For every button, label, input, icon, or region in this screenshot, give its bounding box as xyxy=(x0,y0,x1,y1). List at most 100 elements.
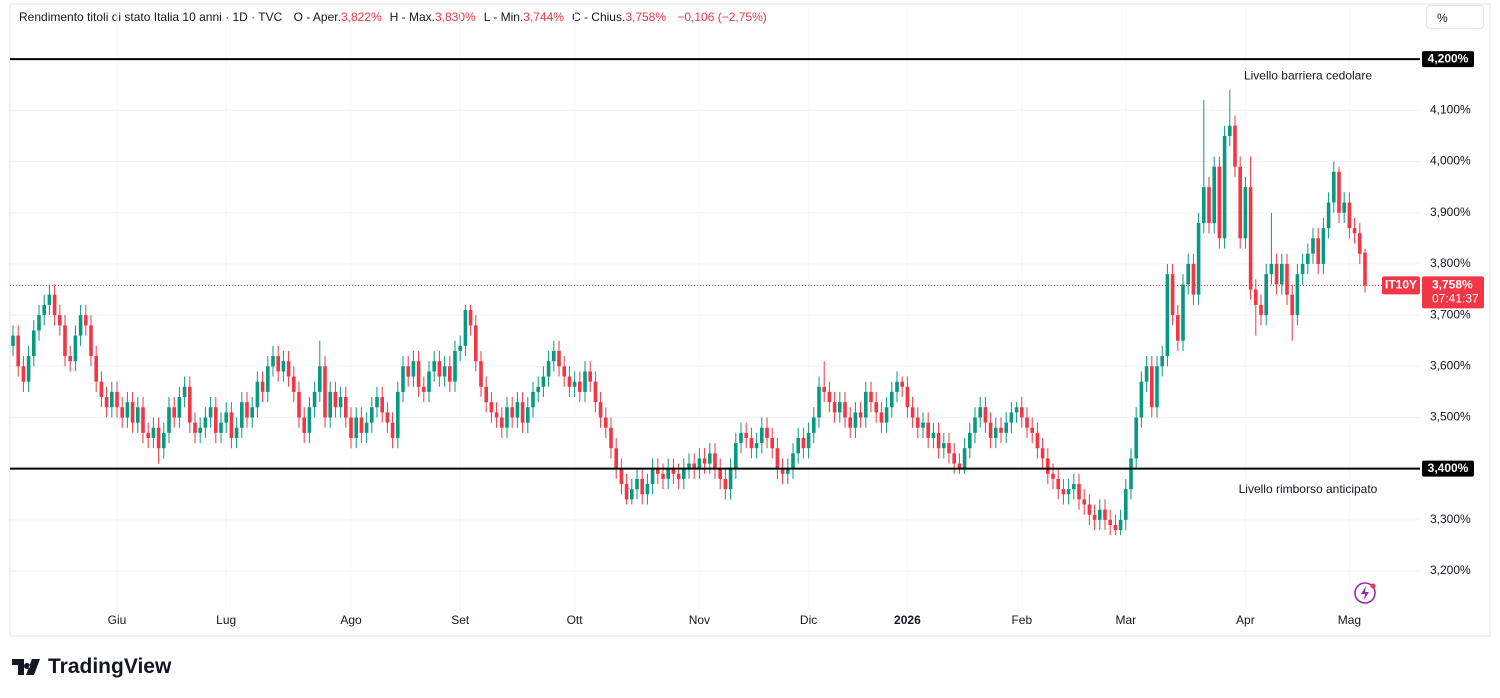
candle-body xyxy=(198,427,202,433)
x-tick-label: 2026 xyxy=(894,613,921,627)
candle-body xyxy=(1118,519,1123,531)
chart: 3,200% 3,300% 3,500% 3,600% 3,700% 3,800% 3,90… xyxy=(9,3,1491,637)
y-tick-label: 4,100% xyxy=(1430,103,1471,117)
candle-body xyxy=(260,381,265,392)
candle-body xyxy=(806,432,811,449)
candle-body xyxy=(416,361,421,387)
candle-body xyxy=(760,427,764,444)
candle-body xyxy=(328,391,332,418)
candle-body xyxy=(234,427,239,438)
candle-body xyxy=(671,468,676,474)
candle-body xyxy=(936,432,941,449)
candle-body xyxy=(567,376,572,387)
candle-body xyxy=(208,407,213,418)
candle-body xyxy=(318,366,322,392)
candle-body xyxy=(624,484,629,500)
candle-body xyxy=(541,376,546,387)
candle-body xyxy=(479,361,483,387)
candle-body xyxy=(770,437,774,449)
candle-body xyxy=(484,386,488,403)
candle-body xyxy=(1040,448,1045,459)
candle-body xyxy=(1092,514,1097,520)
candle-body xyxy=(968,432,972,449)
candle-body xyxy=(749,437,754,449)
candle-body xyxy=(1165,274,1170,357)
candle-body xyxy=(812,417,816,433)
candle-body xyxy=(167,407,171,433)
candle-body xyxy=(188,386,192,423)
candle-body xyxy=(604,417,608,428)
candle-body xyxy=(1144,366,1149,382)
candle-body xyxy=(1061,489,1066,495)
candle-body xyxy=(89,325,93,357)
x-tick-label: Dic xyxy=(800,613,817,627)
candle-body xyxy=(843,402,847,418)
candle-body xyxy=(890,391,894,408)
candle-body xyxy=(505,407,509,428)
candle-body xyxy=(1134,417,1138,459)
candle-body xyxy=(1363,252,1367,286)
symbol-tag-label: IT10Y xyxy=(1385,278,1417,292)
candle-body xyxy=(1280,263,1284,285)
candle-body xyxy=(156,427,161,449)
candle-body xyxy=(1332,171,1336,203)
candle-body xyxy=(827,391,832,403)
candle-body xyxy=(520,402,525,423)
candle-body xyxy=(1347,202,1352,229)
candle-body xyxy=(177,397,182,418)
candle-body xyxy=(1051,473,1055,479)
candle-body xyxy=(271,356,275,367)
candle-body xyxy=(1139,381,1144,418)
candle-body xyxy=(848,417,852,428)
candle-body xyxy=(448,366,452,382)
candle-body xyxy=(1150,366,1154,408)
logo[interactable]: TradingView xyxy=(12,655,171,679)
candle-body xyxy=(468,310,473,326)
candle-body xyxy=(791,453,795,469)
candle-body xyxy=(32,330,36,357)
candle-body xyxy=(796,437,800,454)
candle-body xyxy=(203,417,208,428)
candle-body xyxy=(728,468,733,490)
candle-body xyxy=(916,417,920,428)
level-tag-label: 3,400% xyxy=(1428,461,1469,475)
candle-body xyxy=(723,478,728,490)
unit-button[interactable]: % xyxy=(1426,5,1484,29)
candle-body xyxy=(983,407,988,423)
candle-body xyxy=(281,361,286,372)
lightning-button[interactable] xyxy=(1354,582,1376,604)
candle-body xyxy=(396,391,400,438)
candle-body xyxy=(962,448,967,469)
candle-body xyxy=(500,417,504,428)
price-tag-label: 3,758% xyxy=(1432,278,1473,292)
x-tick-label: Set xyxy=(451,613,470,627)
candle-body xyxy=(1238,166,1242,239)
logo-text: TradingView xyxy=(48,655,172,678)
candle-body xyxy=(879,412,884,423)
candle-body xyxy=(1160,356,1164,367)
candle-body xyxy=(588,371,592,382)
candle-body xyxy=(1207,187,1211,223)
candle-body xyxy=(1321,228,1326,264)
candle-body xyxy=(1113,524,1118,531)
candle-body xyxy=(572,381,577,387)
candle-body xyxy=(47,294,52,305)
candle-body xyxy=(385,412,390,423)
candle-body xyxy=(931,432,936,438)
candle-body xyxy=(489,402,494,413)
candle-body xyxy=(1176,315,1180,341)
x-tick-label: Feb xyxy=(1011,613,1032,627)
candle-body xyxy=(952,453,956,464)
candle-body xyxy=(702,458,707,464)
candle-body xyxy=(182,386,187,398)
candle-body xyxy=(406,366,410,377)
candle-body xyxy=(1087,504,1092,515)
candle-body xyxy=(302,417,306,433)
candle-body xyxy=(224,412,228,423)
candle-body xyxy=(1025,417,1029,428)
candle-body xyxy=(926,422,930,438)
candle-body xyxy=(333,391,338,408)
level-tag xyxy=(1422,51,1474,68)
candle-body xyxy=(765,427,769,438)
candle-body xyxy=(437,361,442,377)
